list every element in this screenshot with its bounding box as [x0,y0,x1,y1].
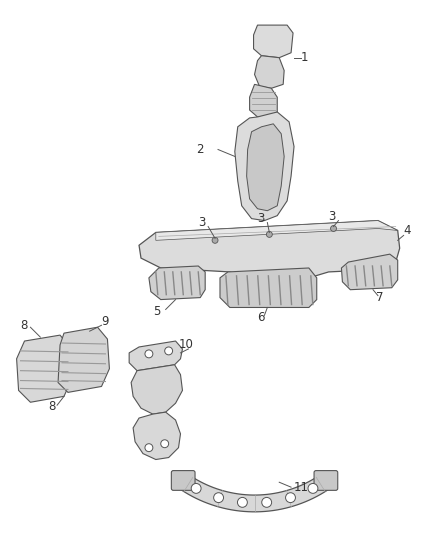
Circle shape [145,350,153,358]
Polygon shape [220,268,317,308]
Text: 5: 5 [153,305,160,318]
Circle shape [191,483,201,494]
Text: 3: 3 [198,216,206,229]
Polygon shape [254,56,284,88]
Circle shape [237,497,247,507]
Polygon shape [342,254,398,290]
Circle shape [308,483,318,494]
Polygon shape [250,84,277,117]
Circle shape [165,347,173,355]
Circle shape [266,231,272,237]
Polygon shape [178,474,331,512]
Circle shape [145,444,153,451]
Polygon shape [131,365,183,414]
Text: 11: 11 [294,481,309,494]
Text: 8: 8 [48,400,56,413]
Polygon shape [156,221,398,240]
Circle shape [331,225,336,231]
Text: 7: 7 [376,291,384,304]
Text: 4: 4 [404,224,411,237]
Polygon shape [149,266,205,300]
Text: 3: 3 [328,210,336,223]
Text: 1: 1 [301,51,308,64]
Polygon shape [17,335,72,402]
Polygon shape [58,327,110,392]
Text: 3: 3 [258,212,265,225]
Circle shape [262,497,272,507]
Polygon shape [247,124,284,211]
Circle shape [161,440,169,448]
Text: 10: 10 [179,338,194,351]
Polygon shape [129,341,183,370]
Polygon shape [133,412,180,459]
Text: 8: 8 [21,319,28,332]
Text: 6: 6 [258,311,265,324]
Polygon shape [235,112,294,221]
Circle shape [214,492,223,503]
Polygon shape [254,25,293,58]
Polygon shape [139,221,400,278]
Text: 2: 2 [196,143,204,156]
FancyBboxPatch shape [314,471,338,490]
FancyBboxPatch shape [171,471,195,490]
Circle shape [212,237,218,243]
Text: 9: 9 [102,315,109,328]
Circle shape [286,492,296,503]
